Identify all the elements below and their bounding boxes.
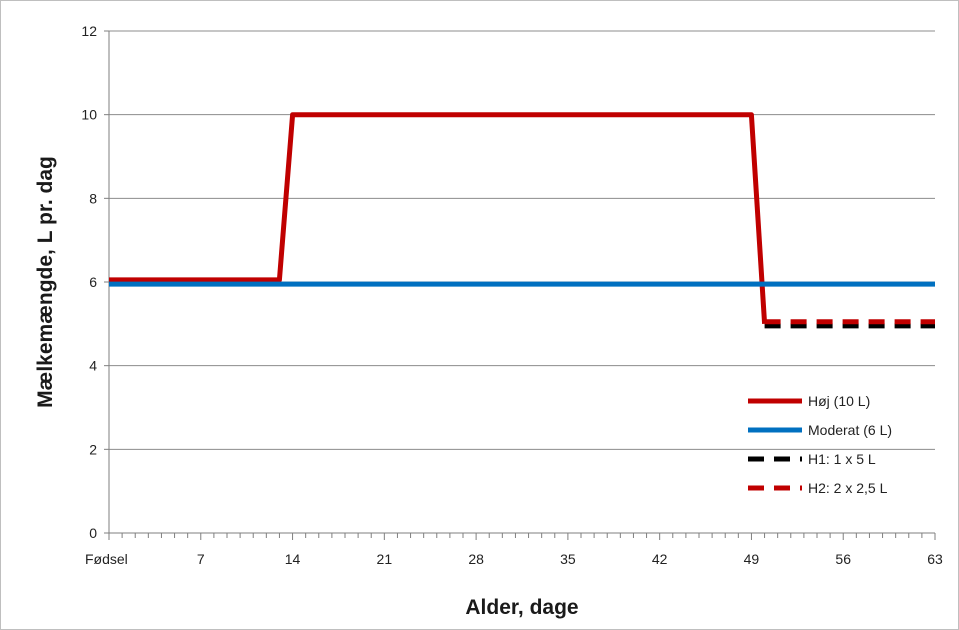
y-tick-label: 4 xyxy=(89,358,97,374)
x-tick-label: 14 xyxy=(285,551,301,567)
y-axis-title: Mælkemængde, L pr. dag xyxy=(34,156,57,408)
legend-label-2: H1: 1 x 5 L xyxy=(808,451,876,467)
series-line-0 xyxy=(109,112,768,324)
x-tick-label: 56 xyxy=(835,551,851,567)
x-tick-label: 28 xyxy=(468,551,484,567)
y-tick-label: 10 xyxy=(81,107,97,123)
x-tick-label: 35 xyxy=(560,551,576,567)
x-tick-labels: Fødsel 7 14 21 28 35 42 49 56 63 xyxy=(85,551,943,567)
x-axis-title: Alder, dage xyxy=(465,596,578,619)
legend-label-3: H2: 2 x 2,5 L xyxy=(808,480,888,496)
x-tick-label: 7 xyxy=(197,551,205,567)
y-tick-label: 0 xyxy=(89,525,97,541)
y-tick-label: 12 xyxy=(81,23,97,39)
series-lines xyxy=(109,112,935,329)
legend: Høj (10 L) Moderat (6 L) H1: 1 x 5 L H2: 2 … xyxy=(748,393,892,496)
legend-label-0: Høj (10 L) xyxy=(808,393,870,409)
x-tick-label: 49 xyxy=(744,551,760,567)
y-tick-label: 8 xyxy=(89,190,97,206)
x-tick-label: 21 xyxy=(377,551,393,567)
legend-label-1: Moderat (6 L) xyxy=(808,422,892,438)
y-tick-label: 2 xyxy=(89,441,97,457)
y-tick-labels: 0 2 4 6 8 10 12 xyxy=(81,23,97,541)
x-tick-label: Fødsel xyxy=(85,551,128,567)
x-tick-label: 42 xyxy=(652,551,668,567)
x-tick-label: 63 xyxy=(927,551,943,567)
y-tick-label: 6 xyxy=(89,274,97,290)
